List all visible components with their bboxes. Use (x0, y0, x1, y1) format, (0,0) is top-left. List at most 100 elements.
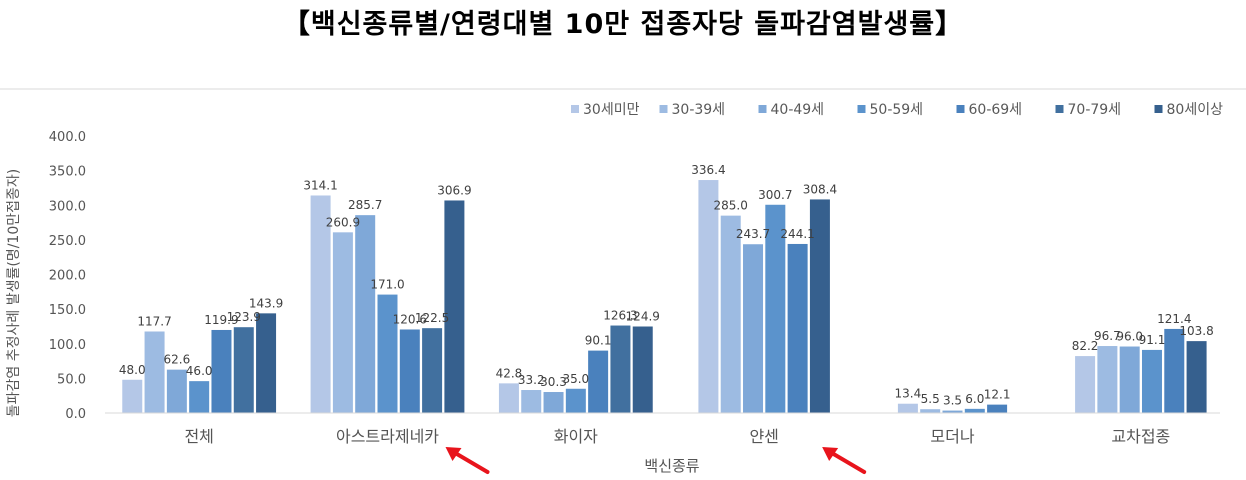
y-axis-label: 돌파감염 추정사례 발생률(명/10만접종자) (6, 169, 22, 417)
bar (1097, 346, 1118, 413)
legend-label: 80세이상 (1167, 102, 1224, 118)
bar (743, 244, 764, 413)
bar (355, 215, 376, 413)
data-label: 103.8 (1179, 324, 1213, 338)
y-tick-label: 150.0 (49, 303, 86, 318)
data-label: 30.3 (540, 375, 567, 389)
legend-label: 30-39세 (672, 102, 726, 118)
bar (521, 390, 542, 413)
arrow-head (822, 447, 839, 461)
bar (987, 404, 1008, 413)
chart-title: 【백신종류별/연령대별 10만 접종자당 돌파감염발생률】 (282, 9, 964, 40)
x-tick-label: 아스트라제네카 (336, 427, 439, 446)
legend: 30세미만 30-39세 40-49세 50-59세 60-69세 70-79세 80세이상 (571, 102, 1223, 118)
legend-swatch (956, 105, 965, 113)
legend-label: 40-49세 (771, 102, 825, 118)
legend-swatch (758, 105, 767, 113)
legend-label: 70-79세 (1068, 102, 1122, 118)
bar (1075, 356, 1096, 413)
data-label: 244.1 (780, 227, 814, 241)
data-label: 285.0 (714, 199, 748, 213)
bar (233, 327, 254, 413)
bar (498, 383, 519, 413)
bar (897, 403, 918, 413)
legend-swatch (571, 105, 579, 113)
bar (310, 195, 331, 413)
y-tick-label: 350.0 (49, 165, 86, 180)
data-label: 46.0 (186, 364, 213, 378)
legend-swatch (1055, 105, 1064, 113)
bar (1164, 328, 1185, 413)
data-label: 123.9 (227, 310, 261, 324)
x-tick-label: 얀센 (749, 427, 778, 446)
arrow-head (445, 447, 462, 461)
x-tick-label: 전체 (184, 427, 213, 446)
data-label: 121.4 (1157, 312, 1191, 326)
data-label: 122.5 (415, 311, 449, 325)
y-tick-label: 200.0 (49, 269, 86, 284)
bar (166, 369, 187, 413)
bar (588, 350, 609, 413)
y-tick-label: 250.0 (49, 234, 86, 249)
data-label: 96.7 (1094, 329, 1121, 343)
data-label: 48.0 (119, 363, 146, 377)
bar (787, 243, 808, 413)
data-label: 119.9 (204, 313, 238, 327)
bar (144, 331, 165, 413)
bar (1141, 349, 1162, 413)
legend-swatch (659, 105, 668, 113)
data-label: 90.1 (585, 334, 612, 348)
data-label: 336.4 (691, 163, 725, 177)
legend-label: 30세미만 (583, 102, 640, 118)
data-label: 6.0 (965, 392, 984, 406)
data-label: 12.1 (984, 388, 1011, 402)
y-tick-label: 300.0 (49, 199, 86, 214)
data-label: 5.5 (921, 392, 940, 406)
x-tick-label: 화이자 (554, 427, 598, 446)
data-label: 308.4 (803, 182, 837, 196)
bar (1119, 346, 1140, 413)
data-label: 171.0 (370, 278, 404, 292)
bar (422, 328, 443, 413)
bar (543, 392, 564, 413)
bar (122, 379, 143, 413)
arrow-shaft (828, 450, 867, 474)
bar (765, 204, 786, 413)
bar (377, 294, 398, 413)
legend-label: 60-69세 (969, 102, 1023, 118)
data-label: 124.9 (626, 310, 660, 324)
data-label: 285.7 (348, 198, 382, 212)
x-axis: 전체 아스트라제네카 화이자 얀센 모더나 교차접종 (184, 427, 1170, 446)
data-label: 260.9 (326, 215, 360, 229)
y-tick-label: 400.0 (49, 130, 86, 145)
bar (720, 215, 741, 413)
bar (256, 313, 277, 413)
legend-swatch (857, 105, 866, 113)
x-axis-label: 백신종류 (644, 457, 699, 475)
y-tick-label: 50.0 (57, 372, 86, 387)
bar (964, 408, 985, 413)
bar (942, 410, 963, 413)
bar (332, 232, 353, 413)
bar (632, 326, 653, 413)
y-tick-label: 100.0 (49, 338, 86, 353)
data-label: 306.9 (437, 183, 471, 197)
bar (399, 329, 420, 413)
x-tick-label: 모더나 (930, 427, 974, 446)
bar (189, 381, 210, 413)
x-tick-label: 교차접종 (1111, 427, 1170, 446)
data-label: 91.1 (1139, 333, 1166, 347)
bars (122, 180, 1207, 413)
y-axis: 0.0 50.0 100.0 150.0 200.0 250.0 300.0 350.0 400… (49, 130, 86, 422)
data-label: 300.7 (758, 188, 792, 202)
y-tick-label: 0.0 (65, 407, 86, 422)
data-label: 82.2 (1072, 339, 1099, 353)
data-label: 120.6 (393, 312, 427, 326)
data-label: 243.7 (736, 227, 770, 241)
bar (809, 199, 830, 413)
data-label: 13.4 (895, 387, 922, 401)
data-label: 62.6 (164, 353, 191, 367)
legend-label: 50-59세 (870, 102, 924, 118)
bar (211, 329, 232, 413)
